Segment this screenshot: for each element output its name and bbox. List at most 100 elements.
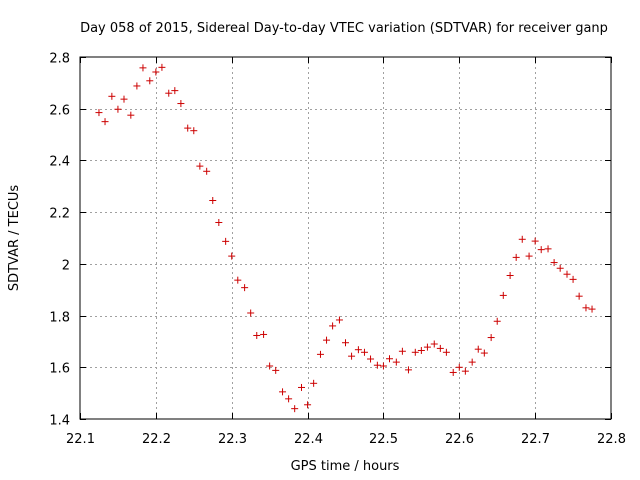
data-point bbox=[114, 105, 122, 113]
data-point bbox=[430, 340, 438, 348]
x-axis-ticks: 22.1 22.2 22.3 22.4 22.5 22.6 22.7 22.8 bbox=[66, 57, 626, 447]
data-point bbox=[417, 346, 425, 354]
x-axis-label: GPS time / hours bbox=[291, 459, 400, 474]
data-point bbox=[373, 361, 381, 369]
data-point bbox=[550, 259, 558, 267]
data-point bbox=[342, 339, 349, 347]
x-tick-label: 22.7 bbox=[521, 432, 550, 447]
data-point bbox=[165, 89, 173, 97]
data-point bbox=[184, 124, 192, 132]
data-point bbox=[556, 264, 564, 272]
data-point bbox=[436, 344, 444, 352]
data-point bbox=[120, 95, 128, 103]
data-point bbox=[241, 284, 249, 292]
data-point bbox=[461, 367, 469, 375]
data-point bbox=[133, 82, 141, 90]
data-point bbox=[474, 345, 482, 353]
data-point bbox=[348, 352, 356, 360]
y-tick-label: 1.6 bbox=[49, 362, 70, 377]
grid bbox=[80, 57, 611, 419]
data-point bbox=[209, 197, 217, 205]
y-tick-label: 1.8 bbox=[49, 311, 70, 326]
chart-title: Day 058 of 2015, Sidereal Day-to-day VTE… bbox=[80, 21, 608, 36]
data-point bbox=[298, 383, 306, 391]
data-point bbox=[493, 317, 501, 325]
data-point bbox=[506, 271, 514, 279]
data-point bbox=[108, 92, 116, 100]
data-point bbox=[575, 292, 583, 300]
x-tick-label: 22.6 bbox=[445, 432, 474, 447]
data-point bbox=[279, 388, 287, 396]
data-point bbox=[234, 276, 242, 284]
y-tick-label: 1.4 bbox=[49, 414, 70, 429]
y-tick-label: 2.4 bbox=[49, 155, 70, 170]
data-point bbox=[291, 405, 299, 413]
y-tick-label: 2.6 bbox=[49, 104, 70, 119]
data-point bbox=[512, 253, 520, 261]
data-point bbox=[442, 348, 450, 356]
data-point bbox=[329, 322, 337, 330]
data-point bbox=[203, 167, 211, 175]
data-point bbox=[569, 275, 577, 283]
data-point bbox=[499, 291, 507, 299]
data-point bbox=[266, 362, 274, 370]
data-points bbox=[95, 63, 596, 413]
data-point bbox=[404, 366, 412, 374]
data-point bbox=[537, 246, 545, 254]
x-tick-label: 22.2 bbox=[142, 432, 171, 447]
data-point bbox=[544, 245, 552, 253]
data-point bbox=[310, 379, 318, 387]
data-point bbox=[260, 330, 268, 338]
data-point bbox=[360, 348, 368, 356]
x-tick-label: 22.3 bbox=[218, 432, 247, 447]
data-point bbox=[272, 366, 280, 374]
x-tick-label: 22.5 bbox=[369, 432, 398, 447]
data-point bbox=[588, 305, 596, 313]
data-point bbox=[127, 111, 135, 119]
data-point bbox=[190, 127, 198, 135]
data-point bbox=[525, 252, 533, 260]
data-point bbox=[487, 334, 495, 342]
x-tick-label: 22.4 bbox=[294, 432, 323, 447]
data-point bbox=[158, 63, 166, 71]
y-tick-label: 2 bbox=[62, 259, 70, 274]
data-point bbox=[392, 358, 400, 366]
data-point bbox=[101, 118, 109, 126]
data-point bbox=[253, 331, 261, 339]
data-point bbox=[95, 109, 103, 117]
data-point bbox=[215, 218, 223, 226]
data-point bbox=[367, 355, 375, 363]
data-point bbox=[531, 237, 539, 245]
data-point bbox=[222, 237, 230, 245]
data-point bbox=[398, 347, 406, 355]
data-point bbox=[247, 309, 255, 317]
data-point bbox=[468, 358, 476, 366]
y-tick-label: 2.2 bbox=[49, 207, 70, 222]
data-point bbox=[411, 348, 419, 356]
data-point bbox=[563, 270, 571, 278]
data-point bbox=[152, 68, 160, 76]
y-axis-ticks: 1.4 1.6 1.8 2 2.2 2.4 2.6 2.8 bbox=[49, 52, 611, 429]
x-tick-label: 22.1 bbox=[66, 432, 95, 447]
y-axis-label: SDTVAR / TECUs bbox=[7, 185, 22, 292]
data-point bbox=[323, 336, 331, 344]
data-point bbox=[354, 346, 362, 354]
data-point bbox=[518, 235, 526, 243]
data-point bbox=[139, 64, 147, 72]
data-point bbox=[285, 395, 293, 403]
data-point bbox=[582, 304, 590, 312]
y-tick-label: 2.8 bbox=[49, 52, 70, 67]
data-point bbox=[316, 350, 324, 358]
data-point bbox=[423, 343, 431, 351]
data-point bbox=[304, 401, 312, 409]
plot-frame bbox=[79, 56, 612, 420]
data-point bbox=[177, 100, 185, 108]
x-tick-label: 22.8 bbox=[597, 432, 626, 447]
data-point bbox=[146, 77, 154, 85]
data-point bbox=[335, 316, 343, 324]
data-point bbox=[171, 87, 179, 95]
data-point bbox=[455, 363, 463, 371]
data-point bbox=[228, 252, 236, 260]
data-point bbox=[449, 368, 457, 376]
